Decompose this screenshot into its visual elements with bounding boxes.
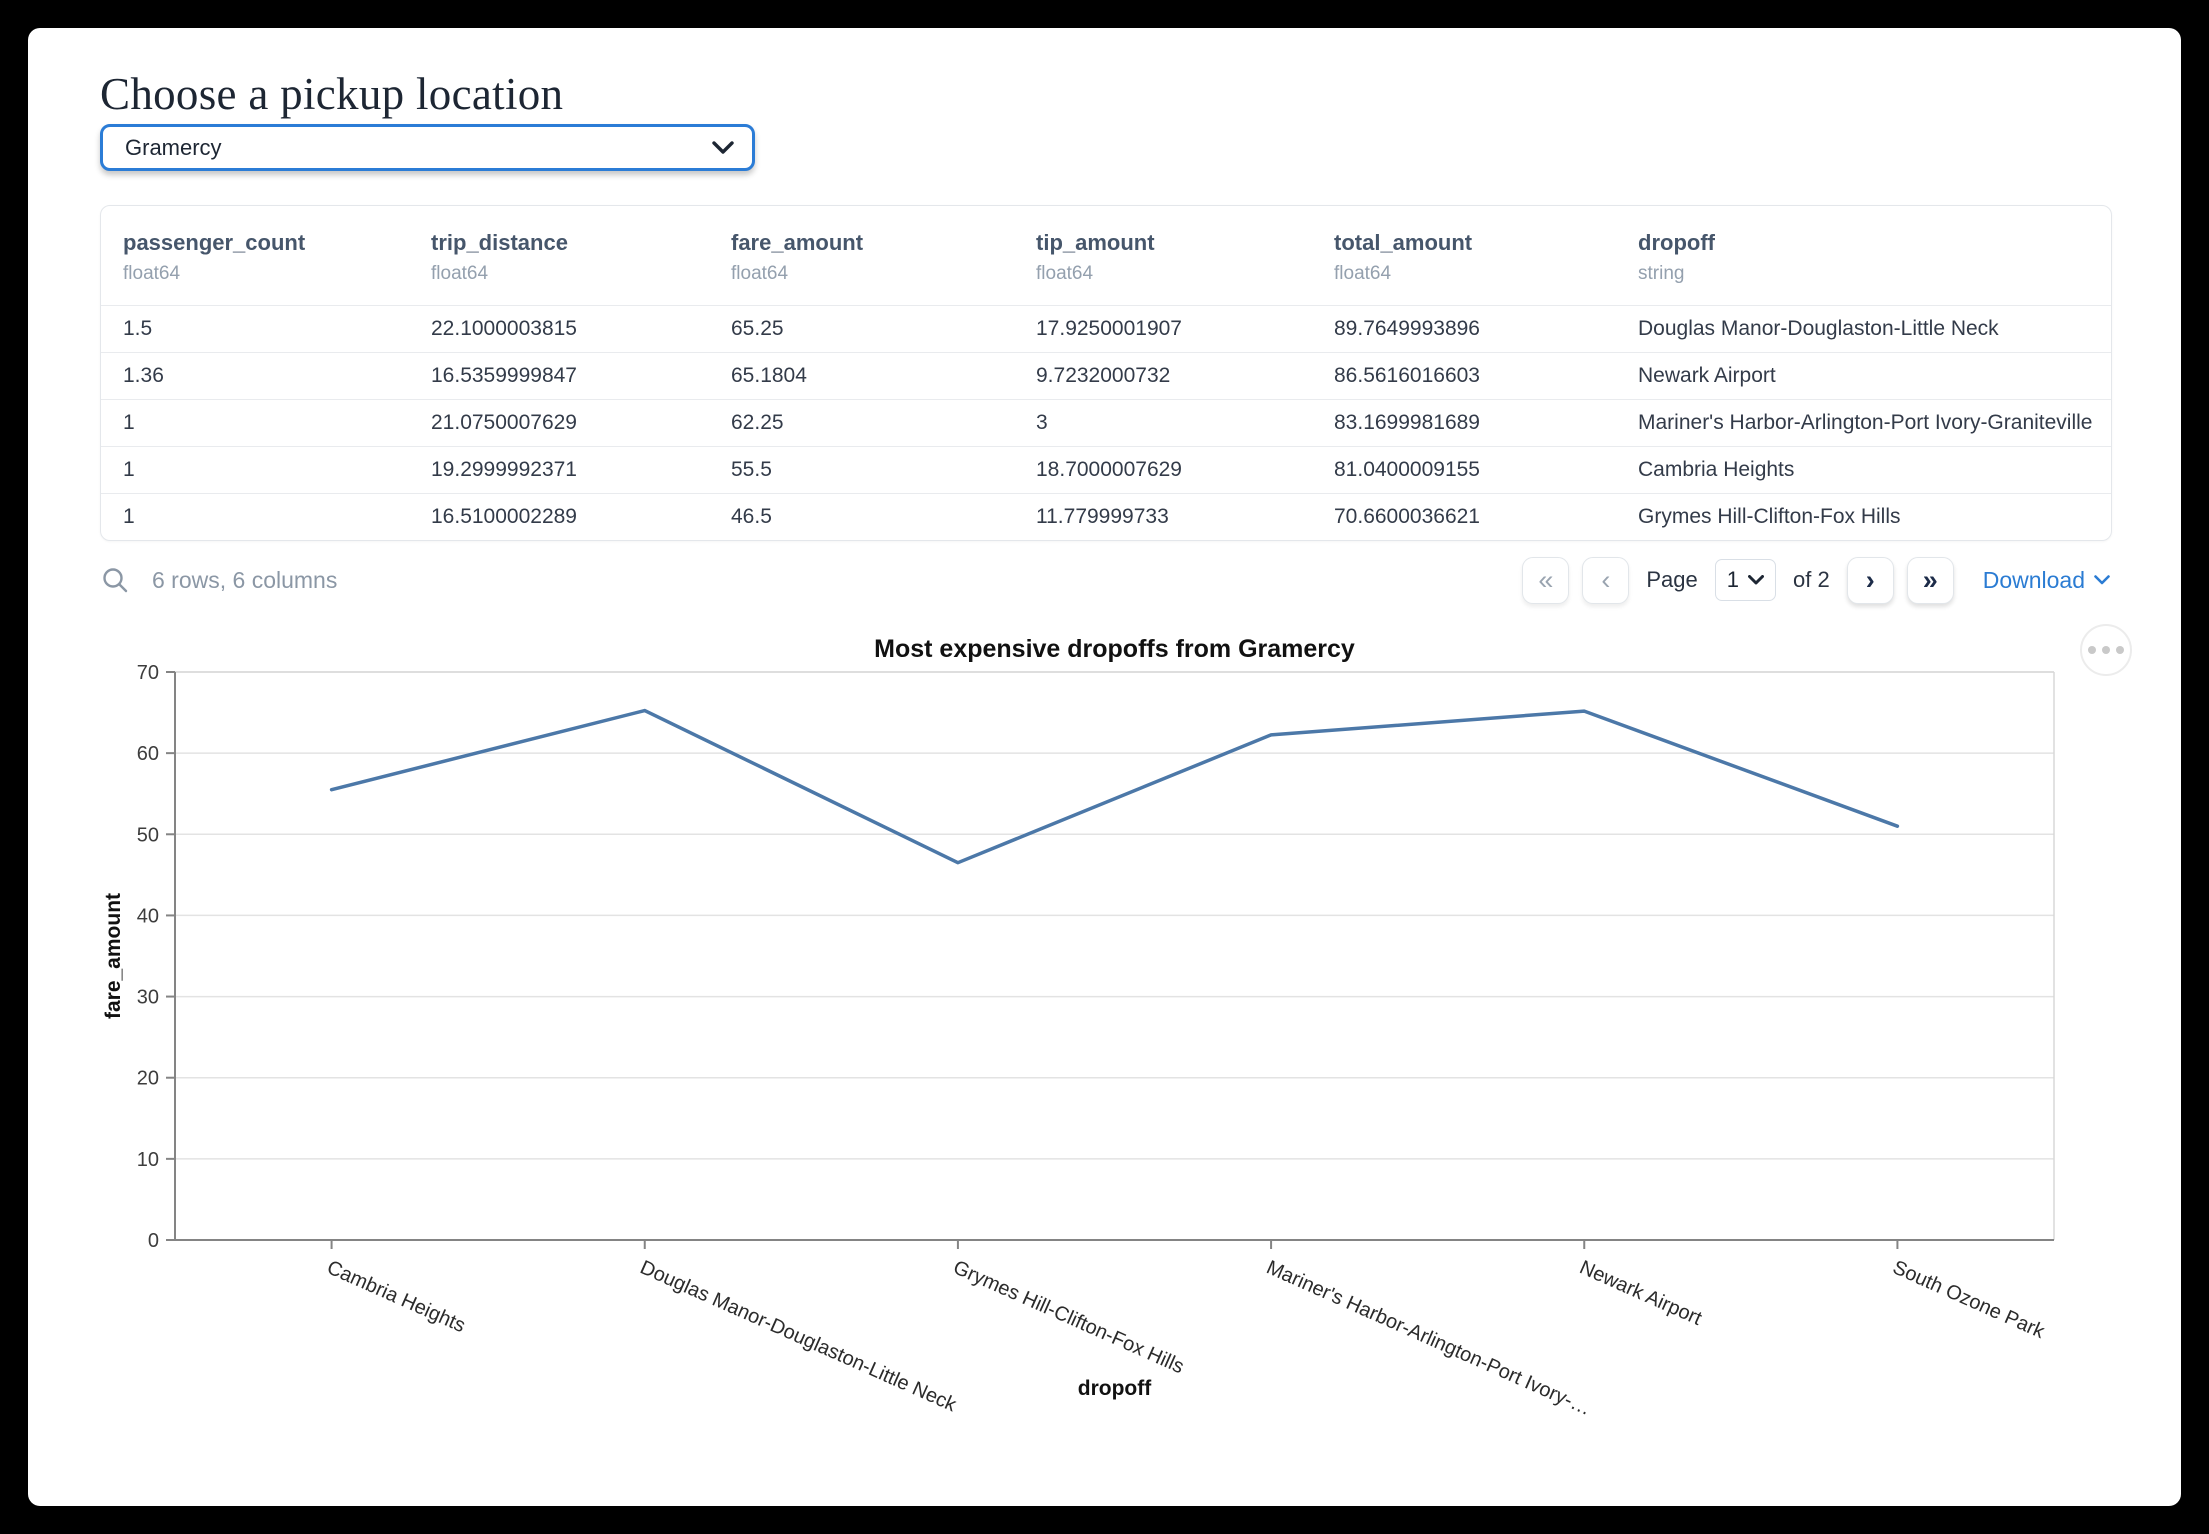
cell: 21.0750007629 xyxy=(409,399,709,447)
cell: 81.0400009155 xyxy=(1312,446,1616,494)
previous-page-button[interactable]: ‹ xyxy=(1582,556,1630,604)
cell: 9.7232000732 xyxy=(1014,352,1312,400)
cell: 22.1000003815 xyxy=(409,305,709,353)
cell: 16.5100002289 xyxy=(409,493,709,540)
cell: 3 xyxy=(1014,399,1312,447)
x-tick-label: Cambria Heights xyxy=(324,1256,469,1337)
cell: 1 xyxy=(101,493,409,540)
cell: 19.2999992371 xyxy=(409,446,709,494)
x-tick-label: Grymes Hill-Clifton-Fox Hills xyxy=(950,1256,1187,1378)
y-tick-label: 70 xyxy=(137,662,159,684)
cell: 17.9250001907 xyxy=(1014,305,1312,353)
download-label: Download xyxy=(1982,566,2085,593)
y-tick-label: 30 xyxy=(137,987,159,1009)
fare-line-series xyxy=(329,708,1900,865)
y-tick-label: 40 xyxy=(137,905,159,927)
next-page-button[interactable]: › xyxy=(1846,556,1894,604)
cell: Cambria Heights xyxy=(1616,446,2111,494)
table-row[interactable]: 1 16.5100002289 46.5 11.779999733 70.6600036… xyxy=(101,493,2111,540)
ellipsis-icon xyxy=(2088,646,2096,654)
first-page-button[interactable]: « xyxy=(1522,556,1570,604)
x-tick-label: South Ozone Park xyxy=(1889,1256,2048,1343)
chart-title: Most expensive dropoffs from Gramercy xyxy=(874,635,1355,663)
data-table: passenger_count float64 trip_distance floa… xyxy=(100,205,2112,541)
cell: 1.36 xyxy=(101,352,409,400)
table-row[interactable]: 1 21.0750007629 62.25 3 83.1699981689 Mariner… xyxy=(101,399,2111,447)
y-tick-label: 60 xyxy=(137,743,159,765)
cell: 11.779999733 xyxy=(1014,493,1312,540)
cell: 16.5359999847 xyxy=(409,352,709,400)
x-tick-label: Newark Airport xyxy=(1576,1256,1705,1330)
cell: 1 xyxy=(101,446,409,494)
cell: 62.25 xyxy=(709,399,1014,447)
chart-area: Most expensive dropoffs from Gramercy 0 10… xyxy=(100,635,2110,1430)
column-header[interactable]: tip_amount float64 xyxy=(1036,230,1155,284)
x-tick-label: Douglas Manor-Douglaston-Little Neck xyxy=(637,1256,961,1416)
y-tick-label: 0 xyxy=(148,1230,159,1252)
cell: 1.5 xyxy=(101,305,409,353)
y-axis-title: fare_amount xyxy=(102,893,125,1019)
chevron-down-icon xyxy=(712,140,734,154)
y-tick-label: 50 xyxy=(137,824,159,846)
fare-amount-line-chart: Most expensive dropoffs from Gramercy 0 10… xyxy=(102,635,2055,1420)
table-row[interactable]: 1 19.2999992371 55.5 18.7000007629 81.040000… xyxy=(101,446,2111,494)
page-title: Choose a pickup location xyxy=(100,69,564,119)
cell: 83.1699981689 xyxy=(1312,399,1616,447)
cell: Newark Airport xyxy=(1616,352,2111,400)
chevron-down-icon xyxy=(1748,575,1764,585)
cell: 55.5 xyxy=(709,446,1014,494)
table-row[interactable]: 1.36 16.5359999847 65.1804 9.7232000732 86.5… xyxy=(101,352,2111,400)
cell: 46.5 xyxy=(709,493,1014,540)
page-number-value: 1 xyxy=(1726,567,1739,592)
y-tick-label: 20 xyxy=(137,1068,159,1090)
column-header[interactable]: passenger_count float64 xyxy=(123,230,306,284)
chart-menu-button[interactable] xyxy=(2080,624,2132,676)
cell: 86.5616016603 xyxy=(1312,352,1616,400)
cell: 1 xyxy=(101,399,409,447)
cell: 70.6600036621 xyxy=(1312,493,1616,540)
column-header[interactable]: dropoff string xyxy=(1638,230,1715,284)
last-page-button[interactable]: » xyxy=(1906,556,1954,604)
table-footer: 6 rows, 6 columns « ‹ Page 1 of 2 › » Do… xyxy=(100,554,2110,606)
table-header-row: passenger_count float64 trip_distance floa… xyxy=(101,206,2111,306)
cell: 65.25 xyxy=(709,305,1014,353)
chevron-down-icon xyxy=(2094,575,2110,585)
column-header[interactable]: fare_amount float64 xyxy=(731,230,864,284)
cell: 89.7649993896 xyxy=(1312,305,1616,353)
download-button[interactable]: Download xyxy=(1983,567,2110,594)
pickup-location-select[interactable]: Gramercy xyxy=(100,124,755,171)
cell: 18.7000007629 xyxy=(1014,446,1312,494)
table-row[interactable]: 1.5 22.1000003815 65.25 17.9250001907 89.764… xyxy=(101,305,2111,353)
column-header[interactable]: trip_distance float64 xyxy=(431,230,568,284)
cell: Grymes Hill-Clifton-Fox Hills xyxy=(1616,493,2111,540)
page-of-label: of 2 xyxy=(1793,567,1830,592)
row-count-label: 6 rows, 6 columns xyxy=(152,566,338,593)
cell: 65.1804 xyxy=(709,352,1014,400)
y-tick-label: 10 xyxy=(137,1149,159,1171)
app-card: Choose a pickup location Gramercy passen… xyxy=(28,28,2181,1506)
pickup-location-value: Gramercy xyxy=(125,134,222,160)
x-axis-title: dropoff xyxy=(1078,1377,1152,1400)
x-tick-label: Mariner's Harbor-Arlington-Port Ivory-… xyxy=(1263,1256,1594,1420)
cell: Douglas Manor-Douglaston-Little Neck xyxy=(1616,305,2111,353)
column-header[interactable]: total_amount float64 xyxy=(1334,230,1473,284)
page-number-select[interactable]: 1 xyxy=(1714,559,1776,601)
page-label: Page xyxy=(1646,567,1698,592)
cell: Mariner's Harbor-Arlington-Port Ivory-Gr… xyxy=(1616,399,2111,447)
search-icon[interactable] xyxy=(100,565,130,595)
